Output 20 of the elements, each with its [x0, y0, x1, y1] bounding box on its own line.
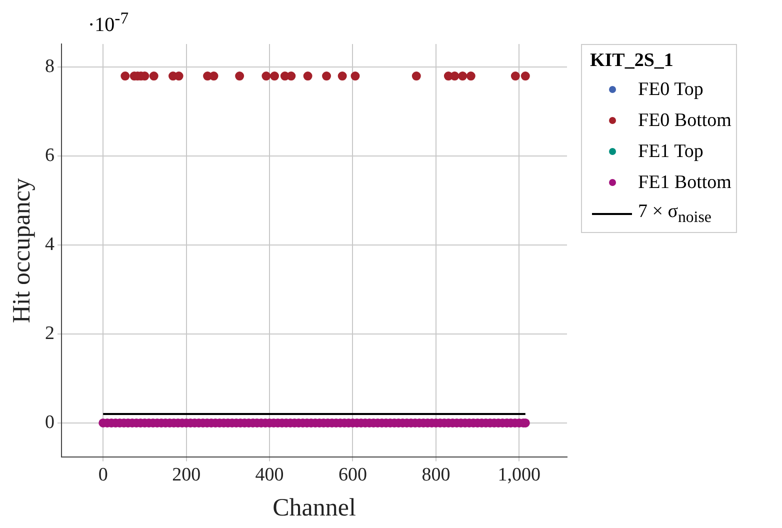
text: ·10$^{-7}$	[88, 8, 129, 36]
legend-label: FE0 Bottom	[638, 110, 732, 132]
legend-title: KIT_2S_1	[590, 50, 674, 72]
legend-label: FE1 Bottom	[638, 172, 732, 194]
x-tick-label: 600	[338, 464, 367, 486]
y-tick-label: 4	[45, 234, 55, 256]
x-axis-title: Channel	[272, 494, 356, 522]
legend-label: FE0 Top	[638, 78, 704, 100]
x-tick-label: 1,000	[498, 464, 541, 486]
legend-label: FE1 Top	[638, 140, 704, 162]
x-tick-label: 400	[255, 464, 284, 486]
y-axis-title: Hit occupancy	[8, 178, 36, 324]
y-tick-label: 0	[45, 412, 54, 433]
y-tick-label: 2	[45, 322, 54, 344]
y-tick-label: 6	[45, 145, 54, 166]
x-tick-label: 200	[172, 464, 201, 486]
x-tick-label: 800	[422, 464, 450, 486]
legend-label: 7 × σ$_{noise}$	[638, 200, 712, 226]
y-tick-label: 8	[45, 56, 54, 78]
x-tick-label: 0	[98, 464, 108, 486]
